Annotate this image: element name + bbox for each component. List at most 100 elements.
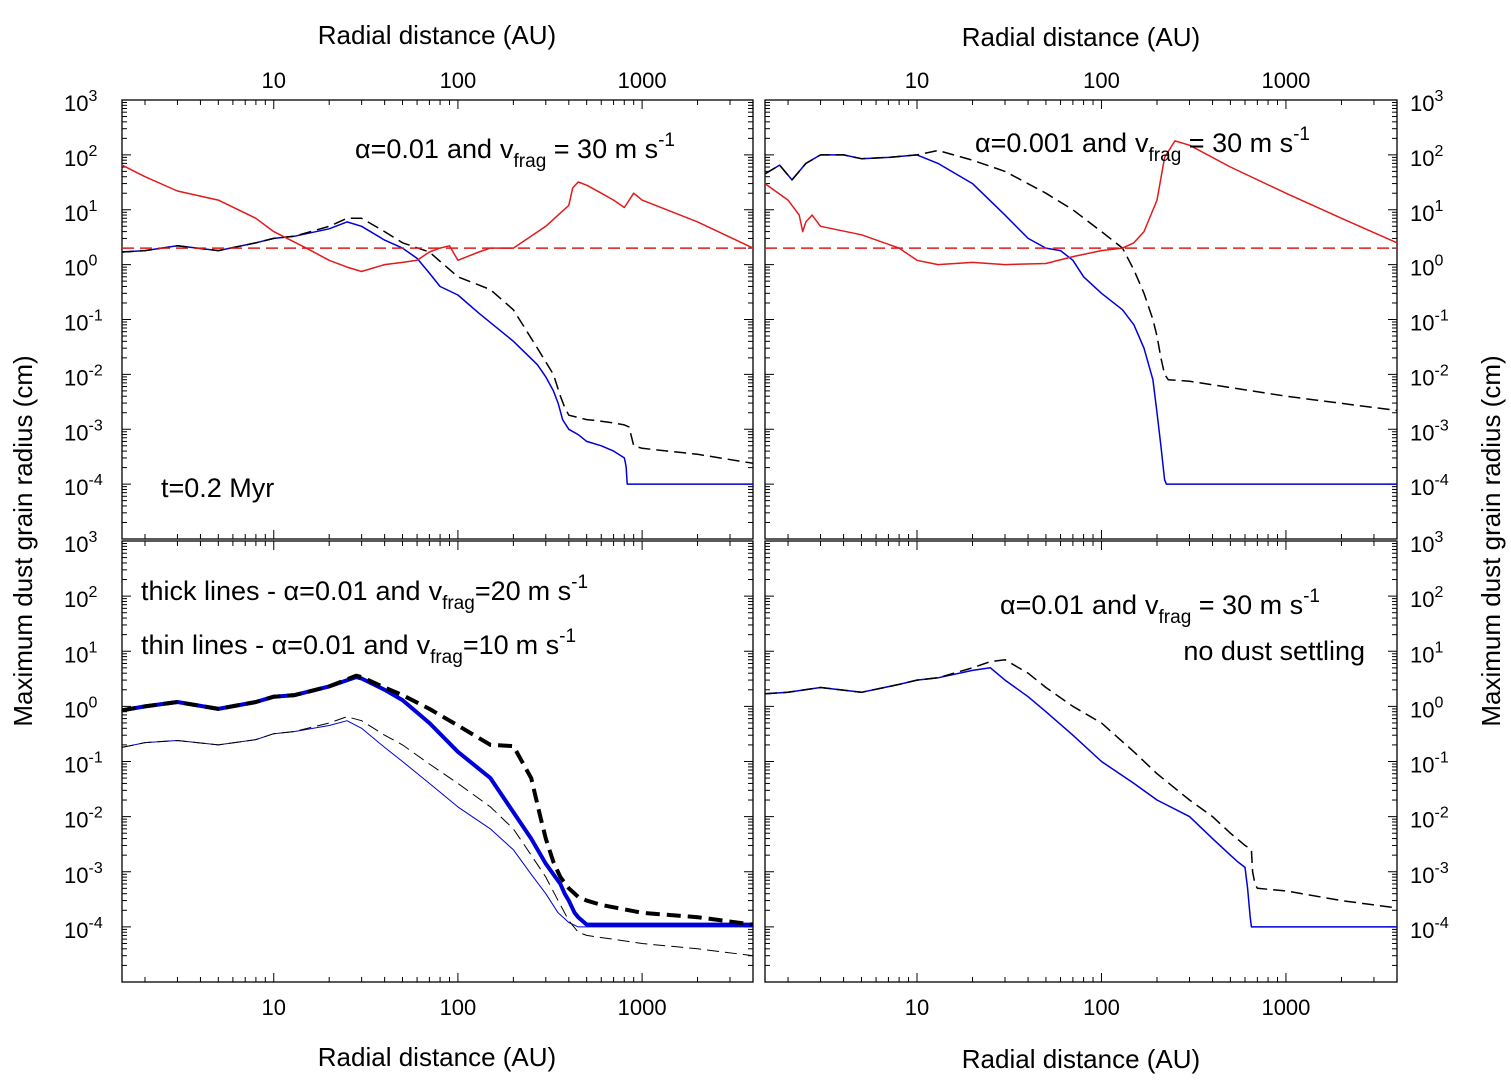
right-ylabel: Maximum dust grain radius (cm) <box>1476 355 1506 726</box>
x-tick-label: 100 <box>1083 995 1120 1020</box>
y-tick-label: 10-3 <box>1410 860 1449 888</box>
units: m s <box>516 630 560 660</box>
thick-prefix: thick lines - <box>141 576 284 606</box>
units: m s <box>1252 590 1303 620</box>
y-tick-label: 101 <box>64 639 97 667</box>
vfrag-value: 30 <box>1212 128 1242 158</box>
annotation-bottom-right: α=0.01 and vfrag = 30 m s-1 <box>1000 586 1320 628</box>
x-tick-label: 100 <box>440 995 477 1020</box>
equals-sign: = <box>299 576 315 606</box>
series-blue-solid <box>764 667 1397 928</box>
units: m s <box>607 134 658 164</box>
y-tick-label: 101 <box>1410 639 1443 667</box>
vfrag-value: 30 <box>577 134 607 164</box>
time-label: t=0.2 Myr <box>161 473 274 503</box>
x-tick-label: 10 <box>905 68 929 93</box>
x-tick-label: 10 <box>262 68 286 93</box>
y-tick-label: 100 <box>64 694 97 722</box>
bottom-left-xlabel: Radial distance (AU) <box>318 1042 556 1072</box>
y-tick-label: 102 <box>64 143 97 171</box>
and-word: and <box>376 576 421 606</box>
alpha-value: 0.01 <box>386 134 439 164</box>
panel-bottom-right: 10 100 1000 103 102 101 100 10-1 10-2 10-3 10-4 <box>764 529 1449 1020</box>
subtitle-no-dust-settling: no dust settling <box>1183 636 1365 666</box>
y-tick-label: 10-3 <box>64 417 103 445</box>
alpha-symbol: α <box>284 576 300 606</box>
equals-sign: = <box>1181 128 1212 158</box>
series-black-thin-dashed <box>121 716 754 957</box>
series-black-dashed <box>121 217 754 465</box>
equals-sign: = <box>371 134 387 164</box>
series-black-dashed <box>764 149 1398 412</box>
plot-frame <box>764 99 1398 540</box>
y-tick-label: 102 <box>1410 584 1443 612</box>
y-tick-label: 103 <box>64 529 97 557</box>
y-tick-label: 103 <box>1410 88 1443 116</box>
vfrag-value: 30 <box>1222 590 1252 620</box>
frag-subscript: frag <box>442 593 475 614</box>
alpha-value: 0.01 <box>315 576 368 606</box>
equals-sign: = <box>1016 590 1032 620</box>
annotation-thick-lines: thick lines - α=0.01 and vfrag=20 m s-1 <box>141 572 588 614</box>
frag-subscript: frag <box>430 647 463 668</box>
x-tick-label: 100 <box>1083 68 1120 93</box>
series-red-solid <box>764 140 1398 266</box>
y-tick-label: 10-1 <box>1410 750 1449 778</box>
equals-sign: = <box>287 630 303 660</box>
v-symbol: v <box>1135 128 1149 158</box>
series-red-solid <box>121 164 754 273</box>
equals-sign: = <box>1191 590 1222 620</box>
y-tick-label: 10-4 <box>1410 472 1449 500</box>
x-tick-label: 1000 <box>618 995 667 1020</box>
top-left-xlabel: Radial distance (AU) <box>318 20 556 50</box>
y-tick-label: 102 <box>64 584 97 612</box>
alpha-symbol: α <box>355 134 371 164</box>
v-symbol: v <box>1145 590 1159 620</box>
v-symbol: v <box>500 134 514 164</box>
series-blue-thin <box>121 720 753 928</box>
x-tick-label: 100 <box>440 68 477 93</box>
y-tick-label: 10-2 <box>64 362 103 390</box>
y-tick-label: 10-4 <box>64 472 103 500</box>
frag-subscript: frag <box>1149 145 1182 166</box>
y-tick-label: 10-2 <box>1410 805 1449 833</box>
alpha-value: 0.001 <box>1006 128 1074 158</box>
y-tick-label: 100 <box>1410 694 1443 722</box>
y-tick-label: 10-1 <box>64 308 103 336</box>
y-tick-label: 103 <box>1410 529 1443 557</box>
y-tick-label: 10-1 <box>1410 308 1449 336</box>
and-word: and <box>364 630 409 660</box>
equals-sign: = <box>463 630 479 660</box>
units-superscript: -1 <box>1303 586 1320 607</box>
y-tick-label: 101 <box>1410 198 1443 226</box>
units: m s <box>528 576 572 606</box>
and-word: and <box>1092 590 1137 620</box>
series-black-dashed <box>764 659 1398 909</box>
frag-subscript: frag <box>1159 607 1192 628</box>
y-tick-label: 102 <box>1410 143 1443 171</box>
vfrag-value: 10 <box>479 630 509 660</box>
y-tick-label: 10-4 <box>64 915 103 943</box>
alpha-symbol: α <box>272 630 288 660</box>
y-tick-label: 100 <box>64 253 97 281</box>
units-superscript: -1 <box>559 626 576 647</box>
equals-sign: = <box>991 128 1007 158</box>
series-blue-thick <box>121 675 753 927</box>
vfrag-value: 20 <box>491 576 521 606</box>
units-superscript: -1 <box>1293 124 1310 145</box>
y-tick-label: 10-1 <box>64 750 103 778</box>
x-tick-label: 10 <box>905 995 929 1020</box>
panel-top-right: 10 100 1000 103 102 101 100 10-1 10-2 10-3 10-4 <box>764 68 1449 540</box>
y-tick-label: 10-4 <box>1410 915 1449 943</box>
y-tick-label: 100 <box>1410 253 1443 281</box>
v-symbol: v <box>417 630 431 660</box>
annotation-thin-lines: thin lines - α=0.01 and vfrag=10 m s-1 <box>141 626 576 668</box>
equals-sign: = <box>475 576 491 606</box>
thin-prefix: thin lines - <box>141 630 272 660</box>
y-tick-label: 10-2 <box>1410 362 1449 390</box>
y-tick-label: 10-3 <box>64 860 103 888</box>
y-tick-label: 101 <box>64 198 97 226</box>
x-tick-label: 1000 <box>1261 995 1310 1020</box>
